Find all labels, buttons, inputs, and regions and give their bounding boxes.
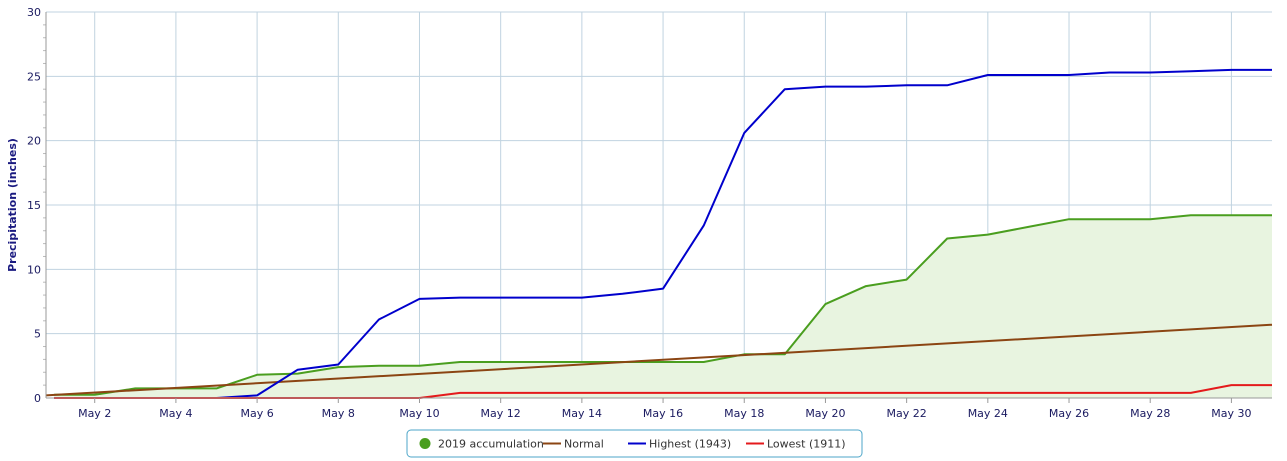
y-tick-label: 5 [34, 328, 41, 341]
x-tick-label: May 2 [78, 407, 111, 420]
y-tick-label: 25 [27, 70, 41, 83]
legend[interactable]: 2019 accumulation Normal Highest (1943) Low… [406, 429, 863, 458]
series-layer [45, 68, 1273, 399]
legend-item[interactable]: 2019 accumulation [419, 438, 544, 451]
y-tick-label: 15 [27, 199, 41, 212]
series-line-2019-accumulation[interactable] [54, 214, 1272, 396]
series-line-normal[interactable] [45, 323, 1273, 397]
x-tick-label: May 24 [968, 407, 1008, 420]
legend-label: 2019 accumulation [438, 438, 544, 451]
x-tick-label: May 14 [562, 407, 602, 420]
x-tick-label: May 30 [1211, 407, 1251, 420]
legend-label: Highest (1943) [649, 438, 731, 451]
x-tick-label: May 18 [724, 407, 764, 420]
x-tick-label: May 12 [481, 407, 521, 420]
y-tick-label: 20 [27, 135, 41, 148]
axis-layer: 0 5 10 15 20 25 30 May 2 May 4 May 6 May 8 May 10 Ma… [27, 6, 1272, 420]
x-tick-label: May 4 [159, 407, 192, 420]
series-line-highest-1943[interactable] [54, 68, 1272, 399]
y-axis-title: Precipitation (inches) [6, 138, 19, 272]
x-tick-label: May 8 [322, 407, 355, 420]
x-tick-label: May 22 [887, 407, 927, 420]
x-tick-label: May 20 [805, 407, 845, 420]
x-tick-label: May 6 [240, 407, 273, 420]
series-area-2019-accumulation [54, 215, 1273, 398]
x-tick-label: May 26 [1049, 407, 1089, 420]
legend-item[interactable]: Highest (1943) [628, 438, 731, 451]
y-tick-label: 10 [27, 263, 41, 276]
legend-item[interactable]: Normal [543, 438, 604, 451]
legend-label: Normal [564, 438, 604, 451]
legend-dot-marker [419, 438, 431, 449]
y-tick-label: 30 [27, 6, 41, 19]
x-tick-label: May 28 [1130, 407, 1170, 420]
x-tick-label: May 16 [643, 407, 683, 420]
x-tick-label: May 10 [399, 407, 439, 420]
y-tick-label: 0 [34, 392, 41, 405]
legend-item[interactable]: Lowest (1911) [746, 438, 846, 451]
legend-label: Lowest (1911) [767, 438, 846, 451]
